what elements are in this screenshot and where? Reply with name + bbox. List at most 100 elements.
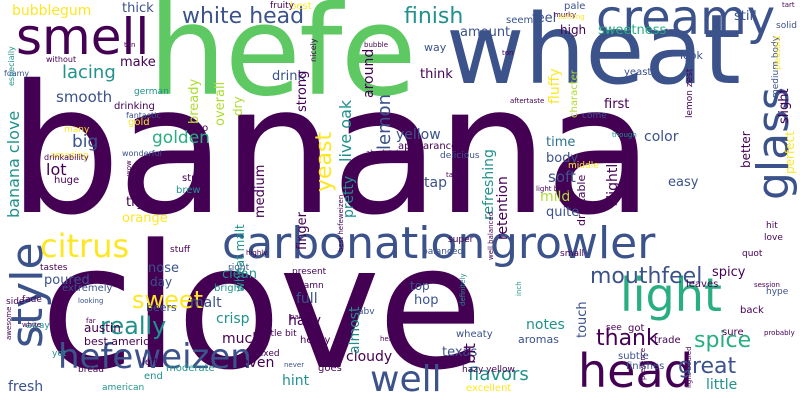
word: goes [318,363,342,374]
word: flavors [468,364,529,385]
word: fresh [8,379,44,395]
word: damn [298,281,324,291]
word: texas [442,345,478,360]
word: sweetness [598,23,667,38]
word: top [410,279,430,293]
word: big [72,132,99,152]
word: lacing [62,62,116,83]
word: smell [16,8,150,66]
word: heavy [300,335,331,346]
word: little [706,377,738,393]
word: touch [575,301,590,338]
word: delicious [440,151,480,161]
word: beers [146,301,177,314]
word: presence [639,347,647,380]
word: medium [253,164,268,218]
word: fruity [270,1,294,11]
word: better [739,131,753,168]
word: never [284,361,305,369]
word: spice [694,328,752,353]
word: side [6,297,25,307]
word: pale [564,1,586,12]
word: finish [404,4,464,29]
word: many [64,125,90,135]
word: bright [214,283,244,294]
word: way [424,41,447,54]
word: fantastic [126,111,161,120]
word: wow [125,160,133,176]
word: hop [414,293,439,308]
word: looking [78,297,104,305]
word: nicely [309,38,318,62]
word: orange [122,211,168,226]
word: sweet [132,286,204,314]
word: aromas [518,333,559,346]
word: try [126,195,145,210]
word: retention [495,176,511,240]
word: well [370,359,442,400]
word: best hefeweizen [337,194,345,252]
word: huge [54,175,80,186]
word: got [628,323,645,334]
word: see [606,323,622,333]
word: bit [460,343,479,364]
word: fade [22,295,42,305]
word: bready [187,78,202,124]
word: easy [668,175,699,190]
word: wheaty [456,329,493,340]
word: appearance [398,141,458,152]
word: brew [176,185,201,196]
word: great [678,354,737,379]
word: sure [722,327,744,338]
word: drinkability [44,153,89,162]
word: aftertaste [510,97,545,105]
word: away [26,321,50,331]
word: make [120,55,156,70]
word: clove [40,207,483,400]
word: awesome [5,306,13,340]
word: drink [272,69,305,84]
word: nose [148,261,179,276]
word: come [582,111,607,121]
word: two [190,123,209,134]
word: still [734,9,757,24]
word: bubblegum [12,3,92,19]
word: probably [764,329,795,337]
word: yellow [396,127,441,143]
word: tap [424,175,447,191]
word: extremely [62,283,113,294]
word: finger [295,211,310,250]
word: pleasant [773,35,782,70]
word: wonderful [122,149,162,158]
word: definitely [459,273,467,306]
word: small [560,249,584,259]
word: wheat [446,0,741,106]
word: banana [8,47,654,254]
word: leaves [686,279,719,290]
word: trade [654,335,681,346]
word: foamy [4,69,30,78]
word: time [546,135,576,150]
word: thick [122,1,154,16]
word: yet [52,349,67,359]
word: overall [213,81,228,126]
word: live oak [336,99,355,162]
word: drinking [114,101,155,112]
word: body [546,151,579,166]
word: palate [290,313,313,321]
word: quite [546,205,580,220]
word: refreshing [481,149,497,220]
word: color [644,129,679,145]
word: take [446,171,462,179]
word: stuff [170,245,191,255]
word: amazing [50,151,89,161]
word: hint [282,373,310,389]
word: abv [358,307,375,317]
word: fluffy [547,68,563,104]
word: even [240,355,275,371]
word: finishes [626,361,665,372]
word: tastes [40,263,68,273]
word: yeasty [624,67,658,78]
word: hefeweizen [58,337,252,377]
word: slightly [605,155,621,207]
